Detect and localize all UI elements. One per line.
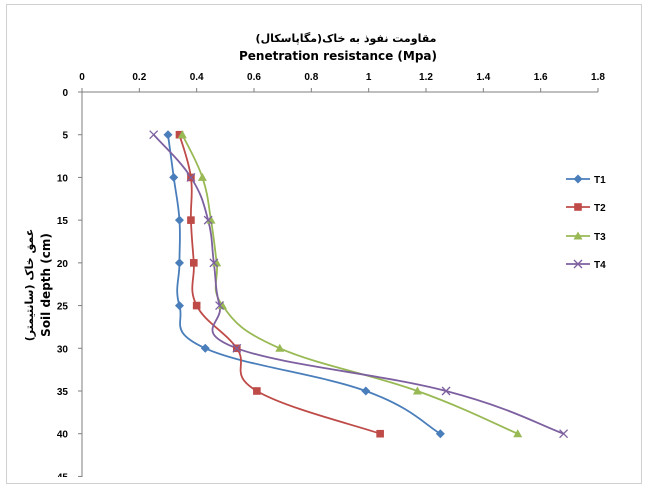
x-tick-label: 0.2	[132, 72, 146, 83]
y-tick-label: 0	[62, 88, 68, 99]
data-point-t1	[163, 130, 173, 140]
data-point-t4	[209, 258, 219, 268]
data-point-t2	[190, 259, 198, 267]
data-point-t2	[253, 387, 261, 395]
x-marker-stroke	[149, 130, 159, 140]
legend-item-t2: T2	[566, 203, 606, 214]
data-point-t3	[275, 343, 285, 352]
data-point-t4	[232, 343, 242, 353]
x-marker-stroke	[573, 259, 583, 269]
x-marker-stroke	[559, 429, 569, 439]
data-point-t2	[192, 301, 201, 310]
x-marker-stroke	[186, 172, 196, 182]
x-tick-label: 1	[366, 72, 372, 83]
x-marker-stroke	[441, 386, 451, 396]
data-point-t3	[412, 386, 422, 395]
y-tick-label: 30	[57, 344, 69, 355]
series-line-t3	[181, 134, 519, 435]
x-marker-stroke	[215, 301, 225, 311]
chart-title-fa: مقاومت نفوذ به خاک(مگاپاسکال)	[256, 32, 437, 45]
x-tick-label: 0	[79, 72, 85, 83]
x-marker-stroke	[203, 215, 213, 225]
x-marker-stroke	[209, 258, 219, 268]
legend: T1 T2 T3 T4	[566, 174, 606, 271]
series-line-t2	[178, 134, 381, 435]
data-point-t4	[186, 172, 196, 182]
legend-marker	[574, 203, 582, 211]
y-tick-label: 5	[62, 131, 68, 142]
data-point-t2	[376, 429, 384, 438]
data-point-t1	[200, 343, 210, 353]
data-point-t3	[513, 429, 523, 438]
data-point-t4	[149, 130, 159, 140]
data-point-t4	[215, 301, 225, 311]
y-tick-label: 25	[57, 302, 69, 313]
x-marker-stroke	[232, 343, 242, 353]
y-axis-label-fa: عمق خاک (سانتیمتر)	[23, 229, 36, 342]
data-point-t4	[203, 215, 213, 225]
chart-title-en: Penetration resistance (Mpa)	[239, 49, 437, 63]
x-tick-label: 0.6	[247, 72, 261, 83]
data-point-t4	[559, 429, 569, 439]
legend-label: T2	[594, 203, 606, 214]
y-tick-label: 35	[57, 387, 69, 398]
x-tick-label: 0.8	[304, 72, 318, 83]
y-tick-labels: 0 5 10 15 20 25 30 35 40 45	[57, 88, 69, 477]
data-point-t1	[174, 258, 184, 268]
y-tick-label: 20	[57, 259, 69, 270]
series-markers	[149, 130, 569, 439]
legend-marker	[573, 231, 583, 240]
x-tick-label: 1.8	[591, 72, 605, 83]
data-point-t1	[169, 172, 179, 182]
series-line-t1	[167, 134, 441, 435]
legend-label: T4	[594, 260, 606, 271]
x-tick-labels: 0 0.2 0.4 0.6 0.8 1 1.2 1.4 1.6 1.8	[79, 72, 605, 83]
x-tick-label: 0.4	[190, 72, 204, 83]
x-tick-label: 1.4	[476, 72, 490, 83]
data-point-t1	[361, 386, 371, 396]
data-point-t4	[441, 386, 451, 396]
data-point-t1	[435, 429, 445, 439]
data-point-t3	[197, 172, 207, 181]
legend-marker	[573, 259, 583, 269]
data-point-t3	[177, 130, 187, 139]
legend-item-t4: T4	[566, 259, 606, 271]
y-tick-label: 45	[57, 472, 69, 477]
legend-label: T1	[594, 175, 606, 186]
data-point-t1	[174, 301, 184, 311]
axes	[78, 88, 599, 477]
data-point-t2	[175, 130, 184, 139]
legend-item-t3: T3	[566, 231, 606, 243]
y-axis-label-en: Soil depth (cm)	[39, 233, 53, 337]
y-tick-label: 10	[57, 173, 69, 184]
legend-item-t1: T1	[566, 174, 606, 186]
y-tick-label: 15	[57, 216, 69, 227]
x-tick-label: 1.6	[534, 72, 548, 83]
x-tick-label: 1.2	[419, 72, 433, 83]
y-tick-label: 40	[57, 430, 69, 441]
legend-label: T3	[594, 232, 606, 243]
series-lines	[152, 134, 564, 435]
data-point-t2	[187, 216, 195, 224]
legend-marker	[573, 174, 583, 184]
data-point-t1	[174, 215, 184, 225]
